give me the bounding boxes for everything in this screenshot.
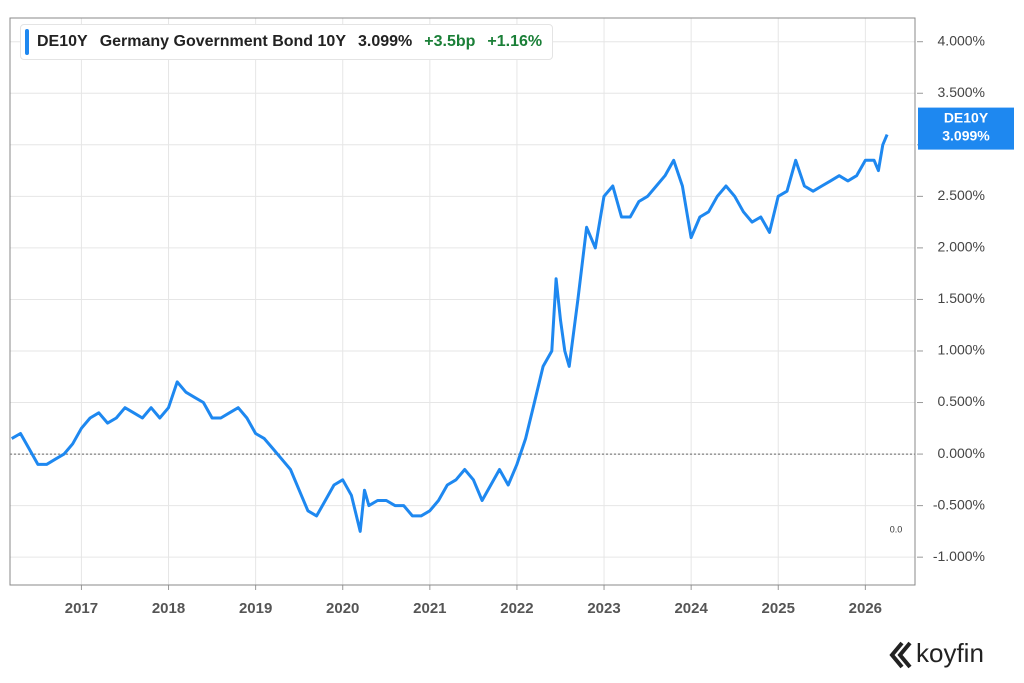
y-tick-label: 0.000% [938, 445, 985, 461]
x-tick-label: 2019 [239, 600, 272, 617]
legend-swatch [25, 29, 29, 55]
y-tick-label: 1.500% [938, 290, 985, 306]
x-tick-label: 2021 [413, 600, 446, 617]
brand-icon [889, 641, 912, 669]
change-pct: +1.16% [487, 33, 543, 50]
x-tick-label: 2020 [326, 600, 359, 617]
price-tag-name: DE10Y [944, 109, 989, 125]
legend-header: DE10Y Germany Government Bond 10Y 3.099%… [20, 24, 554, 60]
y-tick-label: -1.000% [933, 548, 985, 564]
price-tag-value: 3.099% [942, 127, 990, 143]
brand-logo: koyfin [889, 638, 984, 669]
y-tick-label: 0.500% [938, 393, 985, 409]
y-tick-label: 3.500% [938, 84, 985, 100]
x-tick-label: 2024 [674, 600, 708, 617]
x-tick-label: 2026 [849, 600, 882, 617]
y-tick-label: 1.000% [938, 342, 985, 358]
x-tick-label: 2018 [152, 600, 185, 617]
last-value: 3.099% [358, 33, 413, 50]
change-bp: +3.5bp [424, 33, 476, 50]
title: Germany Government Bond 10Y [99, 33, 346, 50]
price-tag [918, 107, 1014, 150]
x-tick-label: 2022 [500, 600, 533, 617]
x-tick-label: 2025 [762, 600, 795, 617]
line [10, 134, 889, 533]
y-tick-label: -0.500% [933, 496, 985, 512]
corner-label: 0.0 [890, 524, 903, 534]
plot-frame [9, 17, 916, 586]
x-tick-label: 2017 [65, 600, 98, 617]
brand-name: koyfin [916, 638, 984, 668]
y-tick-label: 2.000% [938, 239, 985, 255]
symbol: DE10Y [37, 33, 88, 50]
y-tick-label: 2.500% [938, 187, 985, 203]
y-tick-label: 4.000% [938, 32, 985, 48]
x-tick-label: 2023 [587, 600, 620, 617]
